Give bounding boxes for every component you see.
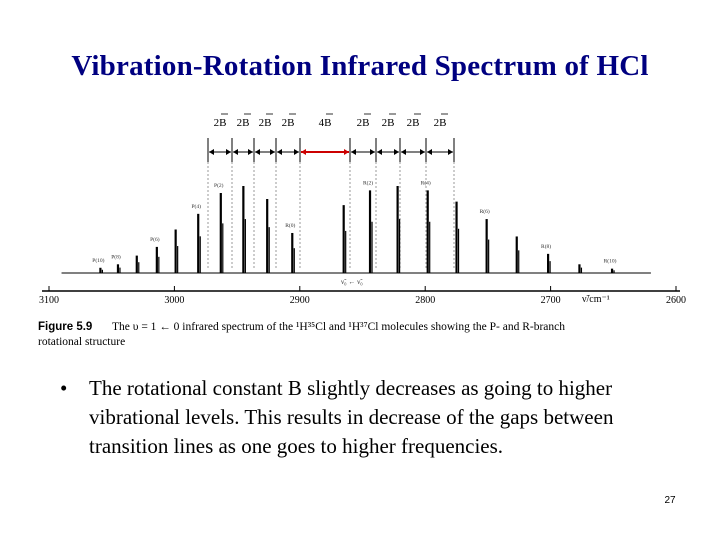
figure-caption-line2: rotational structure — [38, 336, 125, 348]
branch-label: P(4) — [191, 203, 201, 210]
branch-label: R(10) — [604, 258, 617, 265]
arrowhead — [427, 149, 432, 155]
spacing-label: 2B — [434, 117, 447, 129]
spacing-label: 2B — [214, 117, 227, 129]
guide-lines — [207, 162, 455, 268]
x-tick-label: 3100 — [39, 295, 59, 306]
branch-label: R(6) — [480, 208, 490, 215]
spacing-label: 2B — [259, 117, 272, 129]
arrowhead — [255, 149, 260, 155]
x-tick-label: 2800 — [415, 295, 435, 306]
slide-title: Vibration-Rotation Infrared Spectrum of … — [71, 50, 649, 82]
branch-label: P(6) — [150, 236, 160, 243]
branch-labels: P(10) P(8) P(6) P(4) P(2) R(0) R(2) R(4) R(6) R(8… — [92, 179, 616, 264]
x-tick-label: 2700 — [541, 295, 561, 306]
x-tick-label: 2900 — [290, 295, 310, 306]
spectrum-peaks — [61, 186, 651, 274]
branch-label: P(2) — [214, 182, 224, 189]
figure-caption-number: Figure 5.9 — [38, 321, 92, 333]
arrowhead — [294, 149, 299, 155]
arrowhead — [277, 149, 282, 155]
arrowhead — [420, 149, 425, 155]
branch-label: R(0) — [285, 222, 295, 229]
spacing-label: 2B — [282, 117, 295, 129]
page-number: 27 — [664, 495, 676, 506]
arrowhead — [401, 149, 406, 155]
figure-caption-line1: The υ = 1 ← 0 infrared spectrum of the ¹… — [112, 321, 565, 333]
spacing-label: 2B — [357, 117, 370, 129]
x-axis-ticks: 3100 3000 2900 2800 2700 2600 — [39, 286, 686, 306]
arrowhead — [209, 149, 214, 155]
bullet-text: The rotational constant B slightly decre… — [89, 376, 614, 458]
bullet-dot: • — [60, 376, 68, 400]
spacing-arrows — [207, 138, 455, 162]
branch-label: P(8) — [111, 253, 121, 260]
arrowhead — [448, 149, 453, 155]
arrowhead — [226, 149, 231, 155]
spacing-label: 4B — [319, 117, 332, 129]
x-axis-unit: ν̃/cm⁻¹ — [582, 294, 610, 305]
arrowhead — [270, 149, 275, 155]
branch-label: R(4) — [421, 179, 431, 186]
band-center-label: ν̃₀ ← ν̃₀ — [341, 278, 363, 286]
arrowhead — [394, 149, 399, 155]
x-tick-label: 2600 — [666, 295, 686, 306]
arrowhead — [377, 149, 382, 155]
branch-label: P(10) — [92, 257, 104, 264]
spacing-label: 2B — [237, 117, 250, 129]
x-tick-label: 3000 — [164, 295, 184, 306]
spacing-label: 2B — [382, 117, 395, 129]
spacing-label: 2B — [407, 117, 420, 129]
spectrum-svg: 2B 2B 2B 2B 4B 2B 2B 2B 2B P(10) P(8) P(6) P(4) P(2)… — [38, 113, 686, 348]
arrowhead — [233, 149, 238, 155]
arrowhead — [344, 149, 349, 155]
arrowhead — [301, 149, 306, 155]
spectrum-figure: 2B 2B 2B 2B 4B 2B 2B 2B 2B P(10) P(8) P(6) P(4) P(2)… — [36, 108, 704, 352]
arrowhead — [248, 149, 253, 155]
arrowhead — [370, 149, 375, 155]
spacing-labels: 2B 2B 2B 2B 4B 2B 2B 2B 2B — [214, 113, 448, 129]
branch-label: R(2) — [363, 179, 373, 186]
branch-label: R(8) — [541, 243, 551, 250]
arrowhead — [351, 149, 356, 155]
